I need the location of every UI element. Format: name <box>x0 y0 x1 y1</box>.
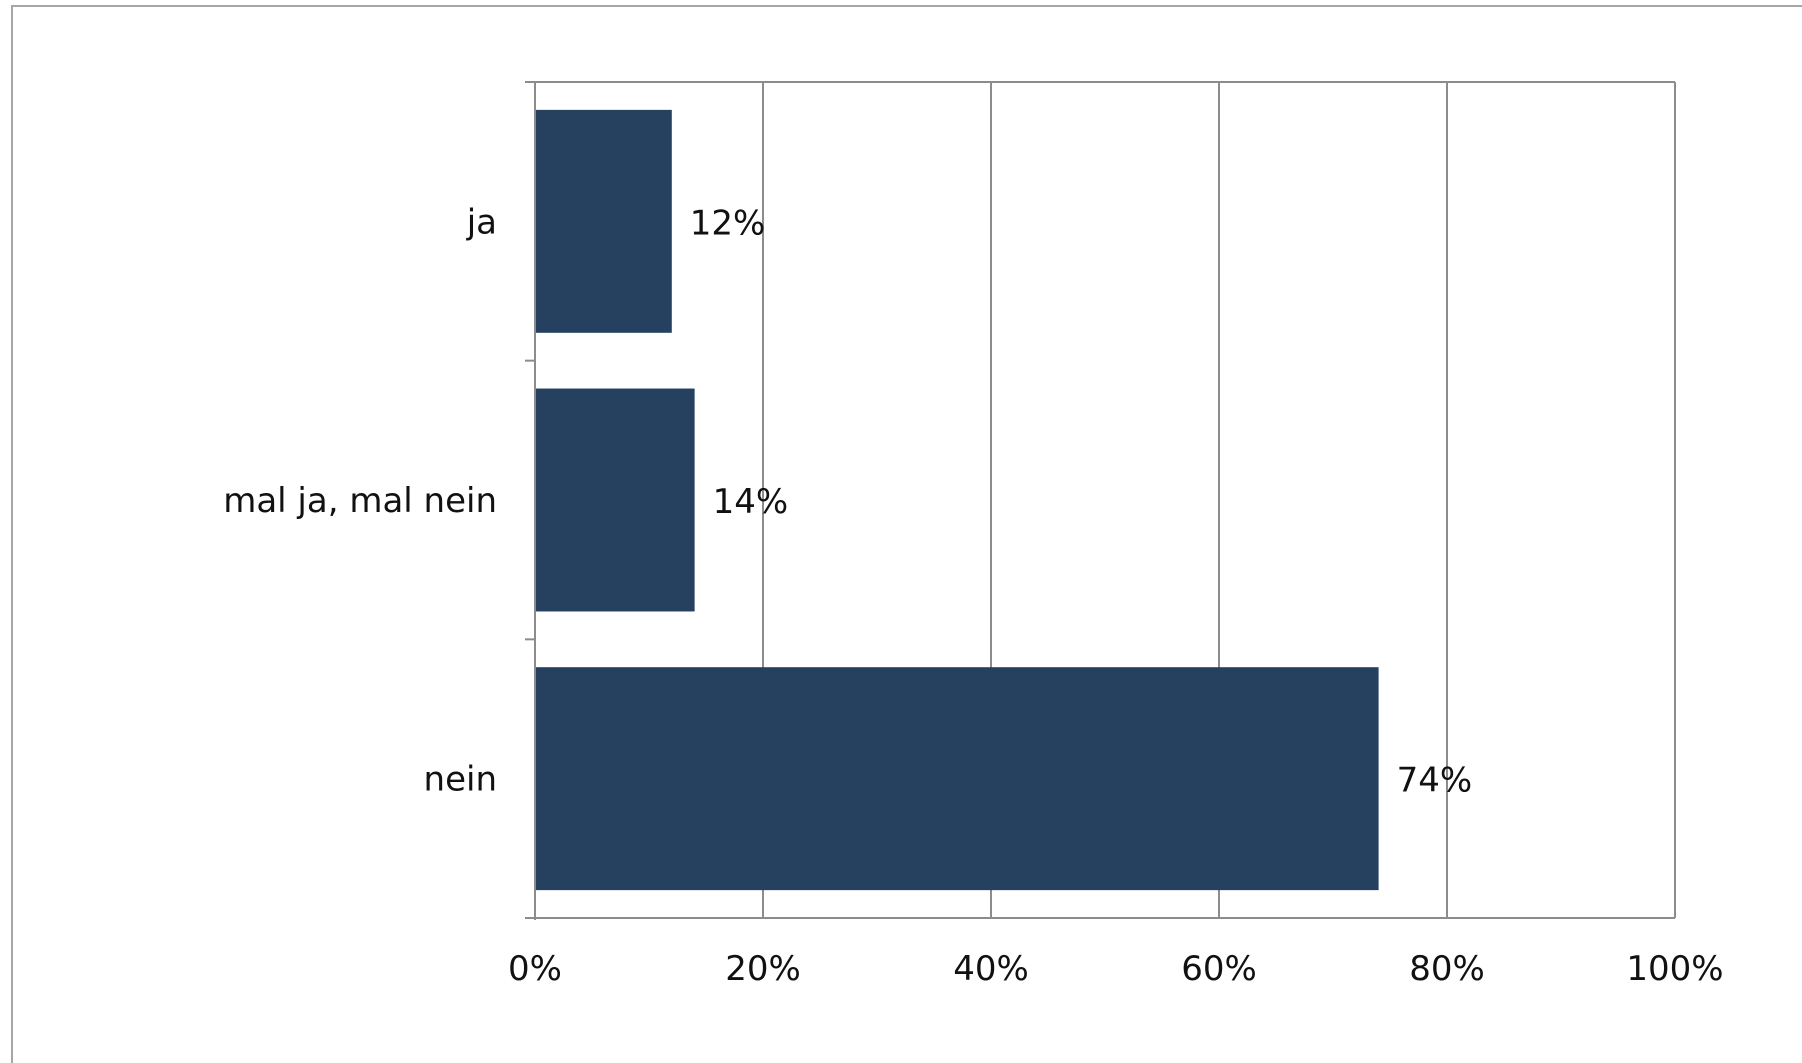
bar-data-label: 74% <box>1397 761 1473 801</box>
x-tick-label: 0% <box>508 949 562 989</box>
y-category-label: nein <box>424 760 497 800</box>
x-tick-label: 100% <box>1626 949 1723 989</box>
bar-data-label: 12% <box>690 203 766 243</box>
y-category-label: mal ja, mal nein <box>223 481 497 521</box>
bar-ja <box>536 109 672 333</box>
chart-border <box>11 5 1802 1063</box>
axis-layer <box>525 81 1675 920</box>
x-tick-label: 20% <box>725 949 801 989</box>
x-tick-label: 80% <box>1409 949 1485 989</box>
y-category-label: ja <box>466 202 497 242</box>
bar-mal-ja-mal-nein <box>536 388 695 612</box>
bar-nein <box>536 667 1379 891</box>
x-tick-label: 40% <box>953 949 1029 989</box>
x-tick-label: 60% <box>1181 949 1257 989</box>
grid-layer <box>535 81 1676 918</box>
bar-data-label: 14% <box>713 482 789 522</box>
bar-layer <box>536 109 1379 891</box>
label-layer: 0% 20% 40% 60% 80% 100% ja 12% mal ja, mal nein 1… <box>223 202 1723 989</box>
